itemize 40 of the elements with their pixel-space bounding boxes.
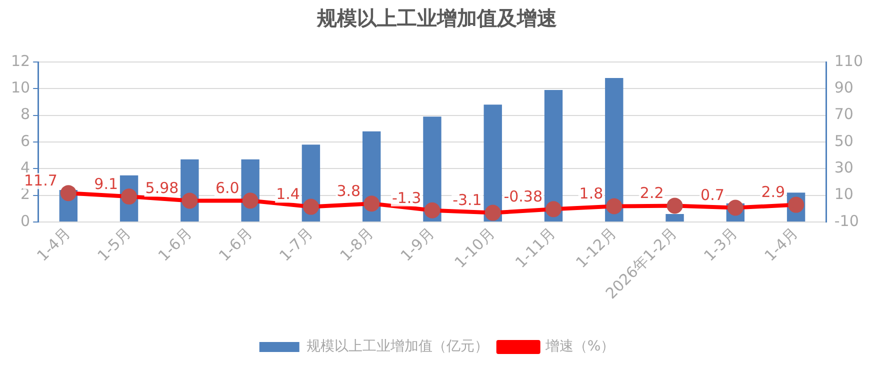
- y2-tick-label: 50: [834, 132, 854, 150]
- y-tick-label: 10: [10, 78, 30, 97]
- x-tick-label: 1-9月: [397, 224, 438, 265]
- y2-tick-label: 10: [834, 185, 854, 204]
- data-label: 2.2: [640, 184, 664, 202]
- y2-tick-label: 70: [834, 105, 854, 124]
- bar: [605, 78, 624, 222]
- x-tick-label: 1-3月: [700, 224, 741, 265]
- data-label: 3.8: [336, 182, 361, 200]
- x-tick-label: 1-4月: [760, 224, 802, 265]
- legend-label: 规模以上工业增加值（亿元）: [306, 338, 488, 355]
- data-label: 2.9: [761, 183, 786, 202]
- bar: [666, 214, 684, 222]
- x-tick-label: 1-5月: [94, 224, 135, 265]
- x-tick-label: 1-6月: [215, 224, 256, 265]
- data-label: -0.38: [504, 188, 543, 206]
- data-label: 5.98: [145, 179, 179, 198]
- data-label: 11.7: [24, 171, 58, 190]
- x-tick-label: 1-6月: [154, 224, 196, 265]
- x-tick-label: 1-8月: [336, 224, 378, 265]
- data-label: 0.7: [700, 186, 724, 204]
- y2-tick-label: 90: [834, 78, 854, 97]
- data-label: 1.4: [276, 185, 300, 204]
- x-tick-label: 1-4月: [33, 224, 74, 265]
- data-label: 1.8: [579, 184, 604, 203]
- bar: [544, 90, 563, 222]
- y-tick-label: 12: [10, 52, 30, 70]
- y-tick-label: 6: [20, 132, 30, 150]
- y2-tick-label: 30: [834, 158, 854, 177]
- x-tick-label: 1-7月: [276, 224, 317, 265]
- y-tick-label: 8: [20, 105, 30, 124]
- legend-label: 增速（%）: [544, 338, 615, 355]
- y2-tick-label: -10: [834, 212, 859, 230]
- chart-title: 规模以上工业增加值及增速: [316, 6, 557, 30]
- data-label: -3.1: [452, 191, 482, 210]
- y2-tick-label: 110: [834, 52, 864, 70]
- data-label: 6.0: [215, 179, 240, 198]
- y-tick-label: 0: [20, 212, 30, 230]
- data-label: 9.1: [94, 174, 118, 193]
- data-label: -1.3: [392, 188, 422, 207]
